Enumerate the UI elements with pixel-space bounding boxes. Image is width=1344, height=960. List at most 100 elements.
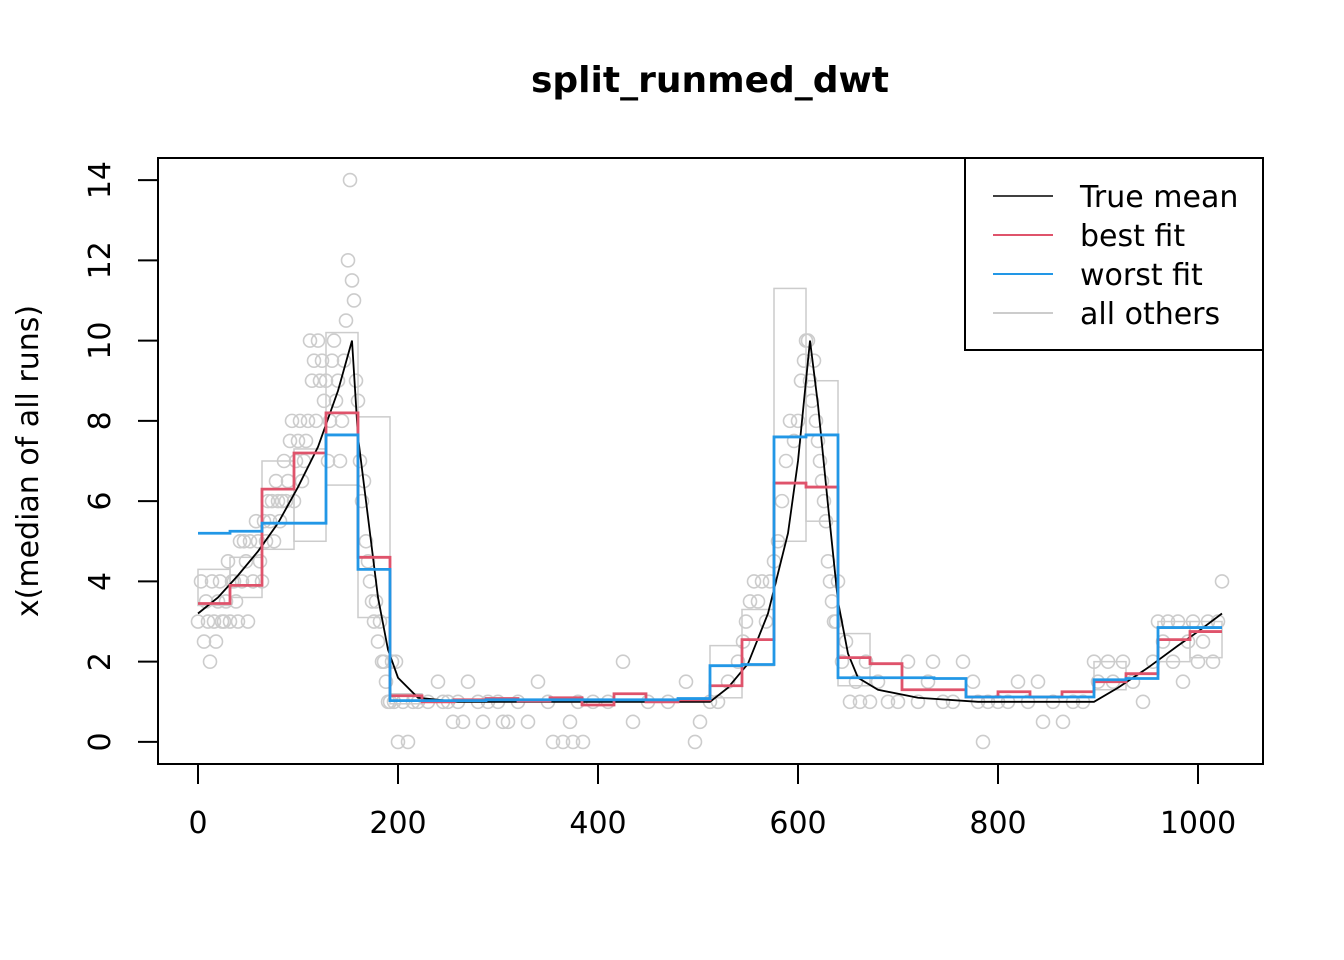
- data-point: [312, 373, 328, 389]
- data-point: [1030, 674, 1046, 690]
- data-point: [1195, 634, 1211, 649]
- legend-label: True mean: [1079, 180, 1238, 215]
- data-point: [692, 714, 708, 730]
- data-point: [334, 413, 350, 429]
- data-point: [430, 674, 446, 690]
- data-point: [500, 714, 516, 730]
- data-point: [816, 493, 832, 509]
- data-point: [302, 333, 318, 348]
- data-point: [196, 634, 212, 649]
- x-tick-label: 400: [569, 806, 626, 841]
- data-point: [935, 694, 951, 710]
- data-point: [1086, 654, 1102, 669]
- data-point: [274, 493, 290, 509]
- data-point: [800, 333, 816, 348]
- data-point: [200, 614, 216, 629]
- data-point: [730, 654, 746, 669]
- data-point: [818, 513, 834, 529]
- y-axis-title: x(median of all runs): [11, 305, 46, 617]
- y-tick-label: 14: [83, 161, 118, 199]
- data-point: [360, 554, 376, 569]
- data-point: [615, 654, 631, 669]
- data-point: [290, 433, 306, 449]
- data-point: [304, 373, 320, 389]
- data-point: [1055, 714, 1071, 730]
- data-point: [1205, 654, 1221, 669]
- data-point: [750, 594, 766, 609]
- data-point: [378, 674, 394, 690]
- data-point: [234, 574, 250, 589]
- data-point: [1175, 674, 1191, 690]
- data-point: [834, 654, 850, 669]
- data-point: [330, 373, 346, 389]
- data-point: [280, 473, 296, 489]
- data-point: [475, 714, 491, 730]
- data-point: [945, 694, 961, 710]
- data-point: [562, 714, 578, 730]
- data-point: [240, 614, 256, 629]
- data-point: [264, 493, 280, 509]
- data-point: [1165, 654, 1181, 669]
- data-point: [782, 413, 798, 429]
- plot-area: [190, 172, 1230, 750]
- data-point: [245, 574, 261, 589]
- data-point: [284, 413, 300, 429]
- data-point: [804, 393, 820, 409]
- data-point: [258, 533, 274, 549]
- data-point: [372, 614, 388, 629]
- data-point: [298, 433, 314, 449]
- legend: True mean best fit worst fit all others: [964, 157, 1264, 351]
- data-point: [687, 734, 703, 750]
- data-point: [370, 634, 386, 649]
- data-point: [384, 654, 400, 669]
- data-point: [520, 714, 536, 730]
- data-point: [354, 493, 370, 509]
- data-point: [955, 654, 971, 669]
- y-tick-label: 4: [83, 572, 118, 591]
- data-point: [212, 574, 228, 589]
- data-point: [292, 413, 308, 429]
- data-point: [862, 694, 878, 710]
- y-tick-label: 2: [83, 652, 118, 671]
- x-axis: 0 200 400 600 800 1000: [188, 763, 1236, 841]
- data-point: [220, 554, 236, 569]
- data-point: [965, 674, 981, 690]
- data-point: [746, 574, 762, 589]
- legend-label: worst fit: [1080, 258, 1203, 293]
- data-point: [294, 473, 310, 489]
- data-point: [262, 513, 278, 529]
- data-point: [368, 594, 384, 609]
- data-point: [344, 273, 360, 288]
- data-point: [445, 714, 461, 730]
- data-point: [300, 413, 316, 429]
- data-point: [1155, 634, 1171, 649]
- data-point: [256, 513, 272, 529]
- data-point: [808, 413, 824, 429]
- data-point: [742, 594, 758, 609]
- data-point: [770, 533, 786, 549]
- data-point: [910, 694, 926, 710]
- x-tick-label: 0: [188, 806, 207, 841]
- data-point: [316, 393, 332, 409]
- data-point: [842, 694, 858, 710]
- data-point: [288, 453, 304, 469]
- data-point: [366, 614, 382, 629]
- data-point: [190, 614, 206, 629]
- data-point: [1145, 654, 1161, 669]
- data-point: [890, 694, 906, 710]
- data-point: [204, 574, 220, 589]
- data-point: [306, 353, 322, 368]
- data-point: [455, 714, 471, 730]
- data-point: [920, 674, 936, 690]
- data-point: [326, 333, 342, 348]
- data-point: [350, 393, 366, 409]
- all-others-band: [325, 331, 359, 486]
- y-tick-label: 12: [83, 241, 118, 279]
- data-point: [925, 654, 941, 669]
- data-point: [216, 614, 232, 629]
- y-tick-label: 0: [83, 732, 118, 751]
- data-point: [270, 493, 286, 509]
- x-tick-label: 600: [769, 806, 826, 841]
- data-point: [390, 734, 406, 750]
